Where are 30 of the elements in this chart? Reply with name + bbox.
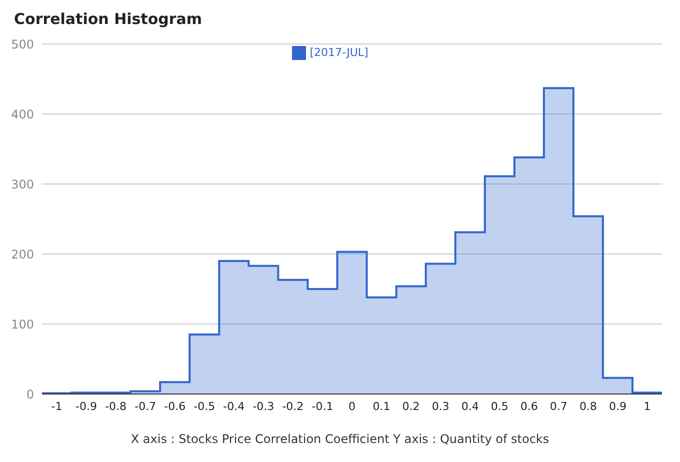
x-tick-label: -0.7 [134, 400, 156, 413]
y-tick-label: 0 [26, 387, 34, 402]
y-tick-label: 200 [11, 247, 34, 262]
legend-label: [2017-JUL] [310, 46, 368, 60]
x-axis-title: X axis : Stocks Price Correlation Coefficient Y axis : Quantity of stocks [130, 432, 550, 446]
x-tick-label: 0 [348, 400, 356, 413]
x-tick-label: 0.1 [372, 400, 390, 413]
x-tick-label: -0.8 [105, 400, 127, 413]
x-tick-label: 0.7 [550, 400, 568, 413]
y-tick-label: 400 [11, 107, 34, 122]
x-tick-label: -0.3 [252, 400, 274, 413]
x-tick-label: 1 [644, 400, 651, 413]
x-tick-label: 0.6 [520, 400, 538, 413]
x-tick-label: 0.4 [461, 400, 479, 413]
x-tick-label: 0.2 [402, 400, 420, 413]
y-tick-label: 500 [11, 37, 34, 52]
x-tick-label: 0.8 [579, 400, 597, 413]
x-tick-label: -0.2 [282, 400, 304, 413]
y-tick-label: 100 [11, 317, 34, 332]
x-tick-label: -0.9 [76, 400, 98, 413]
x-tick-label: -0.4 [223, 400, 245, 413]
x-tick-label: -1 [51, 400, 62, 413]
x-tick-label: -0.5 [194, 400, 216, 413]
chart-title: Correlation Histogram [14, 10, 202, 28]
x-tick-label: 0.5 [490, 400, 508, 413]
y-tick-label: 300 [11, 177, 34, 192]
x-tick-label: -0.6 [164, 400, 186, 413]
x-tick-label: 0.3 [432, 400, 450, 413]
x-tick-label: -0.1 [312, 400, 334, 413]
x-tick-label: 0.9 [608, 400, 626, 413]
